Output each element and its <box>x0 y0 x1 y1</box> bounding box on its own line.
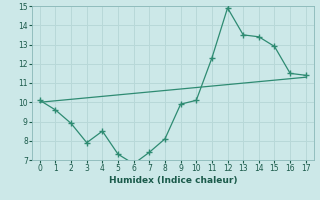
X-axis label: Humidex (Indice chaleur): Humidex (Indice chaleur) <box>108 176 237 185</box>
